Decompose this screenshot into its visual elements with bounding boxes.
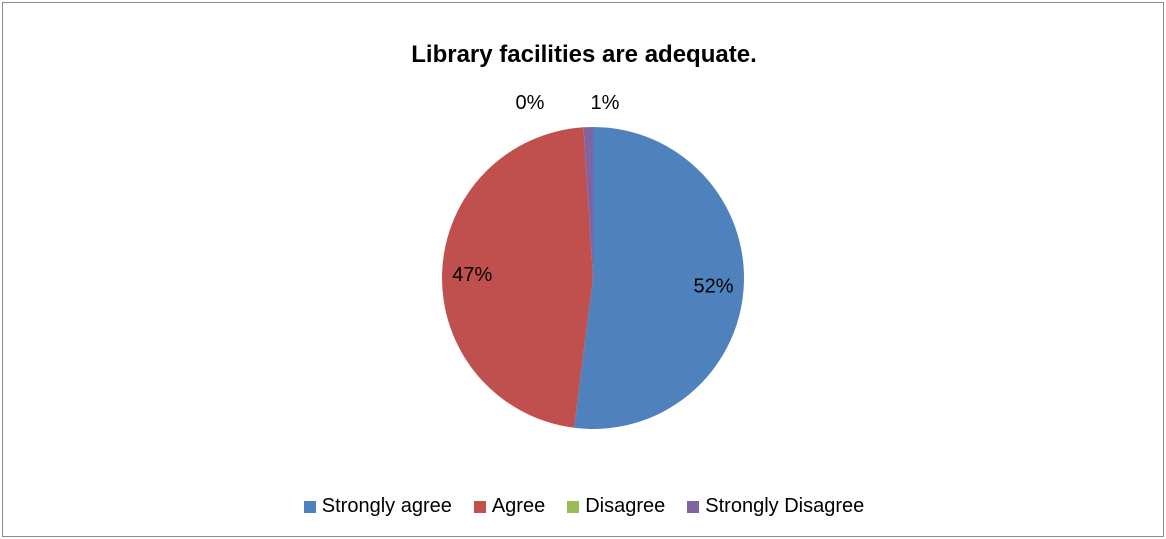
legend-item-agree: Agree (473, 495, 546, 518)
pie-slices (442, 127, 744, 429)
legend-label-agree: Agree (491, 495, 546, 517)
legend-item-strongly-disagree: Strongly Disagree (687, 495, 864, 518)
legend-label-disagree: Disagree (585, 495, 666, 517)
data-label-agree: 47% (452, 264, 492, 286)
data-label-strongly-agree: 52% (694, 276, 734, 298)
legend-swatch-agree (473, 500, 486, 513)
chart-title: Library facilities are adequate. (411, 41, 757, 68)
legend-label-strongly-agree: Strongly agree (321, 495, 452, 517)
legend-item-strongly-agree: Strongly agree (303, 495, 452, 518)
chart-legend: Strongly agree Agree Disagree Strongly D… (3, 495, 1165, 518)
legend-swatch-disagree (567, 500, 580, 513)
data-label-strongly-disagree: 1% (591, 92, 620, 114)
pie-slice-agree (442, 127, 593, 428)
pie-slice-strongly-agree (574, 127, 744, 429)
legend-swatch-strongly-disagree (687, 500, 700, 513)
legend-item-disagree: Disagree (567, 495, 665, 518)
legend-swatch-strongly-agree (303, 500, 316, 513)
pie-chart: 52% 47% 0% 1% (442, 92, 744, 429)
data-label-disagree: 0% (516, 92, 545, 114)
legend-label-strongly-disagree: Strongly Disagree (705, 495, 865, 517)
pie-slice-strongly-disagree (583, 127, 593, 278)
pie-data-labels: 52% 47% 0% 1% (452, 92, 734, 298)
